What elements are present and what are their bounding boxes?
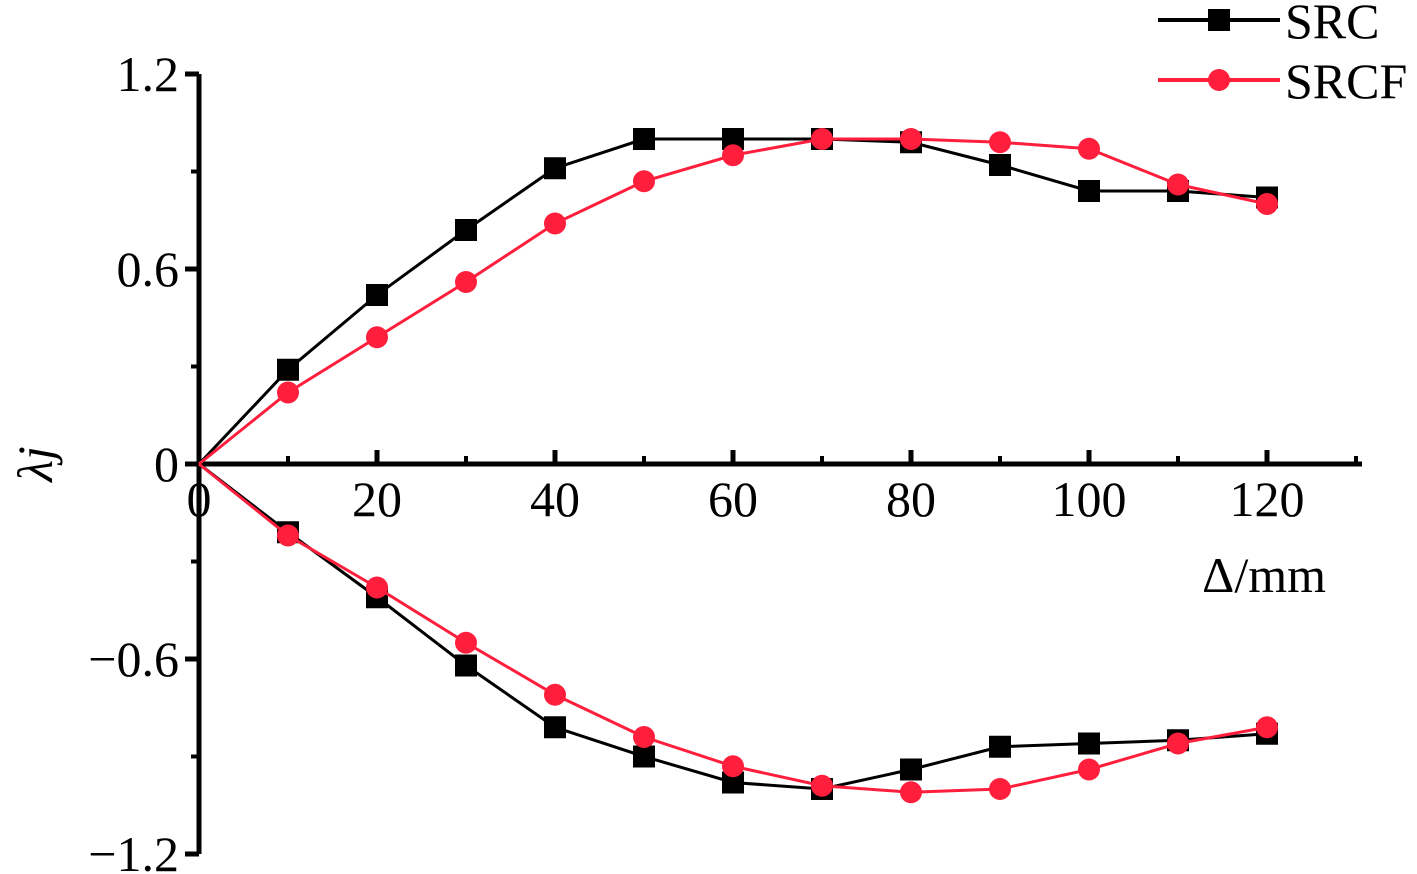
data-point-srcf xyxy=(633,170,655,193)
series-line-srcf xyxy=(198,137,1268,466)
data-point-srcf xyxy=(811,774,833,797)
legend-marker-srcf xyxy=(1208,69,1230,91)
data-point-srcf xyxy=(277,381,299,404)
data-point-srcf xyxy=(633,726,655,748)
series-layer xyxy=(197,128,1278,804)
y-tick-label: −0.6 xyxy=(88,631,179,687)
data-point-srcf xyxy=(366,326,388,349)
data-point-srcf xyxy=(455,271,477,293)
data-point-srcf xyxy=(1256,716,1278,739)
x-tick-label: 60 xyxy=(708,471,758,527)
x-axis-label: Δ/mm xyxy=(1202,547,1326,603)
data-point-srcf xyxy=(1167,732,1189,755)
data-point-src xyxy=(1078,732,1100,755)
x-tick-label: 40 xyxy=(530,471,580,527)
data-point-srcf xyxy=(455,631,477,654)
data-point-srcf xyxy=(544,212,566,235)
legend-marker-src xyxy=(1208,9,1230,31)
data-point-srcf xyxy=(1078,137,1100,160)
data-point-srcf xyxy=(1078,758,1100,781)
data-point-src xyxy=(722,128,744,150)
data-point-srcf xyxy=(1167,173,1189,196)
data-point-src xyxy=(366,284,388,306)
data-point-srcf xyxy=(989,131,1011,154)
y-tick-label: −1.2 xyxy=(88,826,179,874)
data-point-srcf xyxy=(722,755,744,778)
x-tick-label: 120 xyxy=(1230,471,1305,527)
data-point-srcf xyxy=(900,781,922,804)
data-point-src xyxy=(633,745,655,768)
data-point-src xyxy=(1078,180,1100,202)
x-tick-label: 100 xyxy=(1052,471,1127,527)
data-point-src xyxy=(455,219,477,241)
data-point-srcf xyxy=(989,778,1011,800)
legend-label-src: SRC xyxy=(1285,0,1380,49)
data-point-srcf xyxy=(811,128,833,150)
data-point-src xyxy=(989,154,1011,176)
x-tick-label: 80 xyxy=(886,471,936,527)
axes: 1.2 0.6 0 −0.6 −1.2 0 20 40 60 80 100 120 xyxy=(88,46,1362,874)
data-point-srcf xyxy=(900,128,922,150)
series-line-src xyxy=(197,137,1268,466)
data-point-src xyxy=(989,735,1011,758)
y-axis-label: λj xyxy=(7,446,63,484)
y-tick-label: 0.6 xyxy=(117,241,180,297)
data-point-srcf xyxy=(277,524,299,547)
data-point-src xyxy=(455,654,477,677)
data-point-src xyxy=(722,771,744,794)
x-tick-label: 20 xyxy=(352,471,402,527)
data-point-srcf xyxy=(722,144,744,167)
data-point-src xyxy=(544,716,566,739)
x-tick-label: 0 xyxy=(187,471,212,527)
data-point-src xyxy=(900,758,922,781)
y-tick-label: 1.2 xyxy=(117,46,180,102)
series-srcf xyxy=(198,128,1278,804)
data-point-src xyxy=(633,128,655,150)
data-point-src xyxy=(544,157,566,180)
data-point-srcf xyxy=(366,576,388,599)
data-point-src xyxy=(277,358,299,381)
data-point-srcf xyxy=(544,683,566,706)
data-point-srcf xyxy=(1256,193,1278,215)
legend-label-srcf: SRCF xyxy=(1285,53,1407,109)
y-tick-label: 0 xyxy=(154,436,179,492)
